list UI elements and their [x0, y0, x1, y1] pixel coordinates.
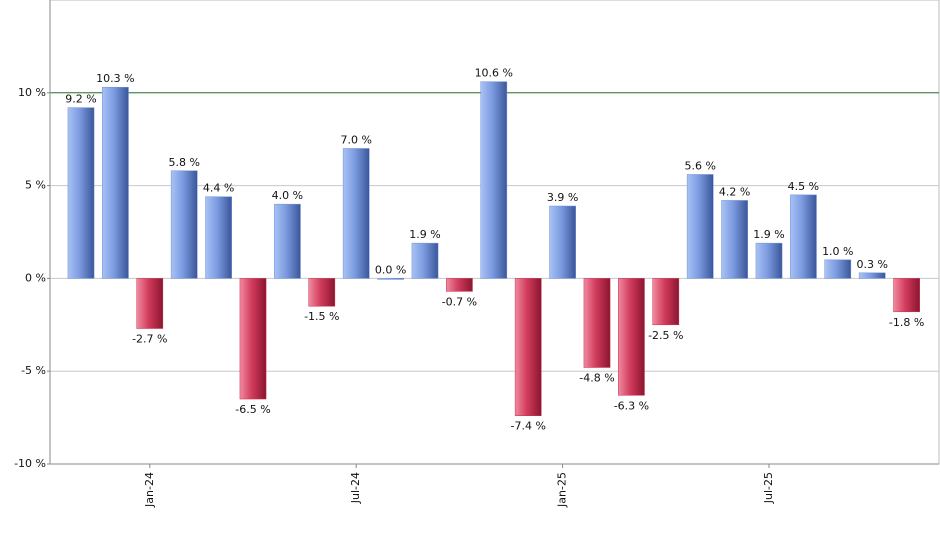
bar — [102, 86, 129, 279]
value-label: -6.3 % — [614, 399, 649, 412]
value-label: -0.7 % — [442, 295, 477, 308]
value-label: -2.7 % — [132, 333, 167, 346]
y-tick-label: -10 % — [14, 457, 46, 470]
bar — [411, 242, 439, 279]
y-tick-label: 5 % — [25, 179, 46, 192]
bar — [686, 174, 714, 279]
value-label: -4.8 % — [579, 371, 614, 384]
x-tick-label: Jul-25 — [762, 472, 775, 504]
bar — [824, 259, 852, 279]
bar — [893, 278, 920, 313]
y-tick-label: 0 % — [25, 271, 46, 284]
value-label: -7.4 % — [510, 420, 545, 433]
value-label: 3.9 % — [547, 191, 578, 204]
bar — [480, 81, 508, 279]
value-label: 5.8 % — [168, 156, 199, 169]
value-label: -1.5 % — [304, 310, 339, 323]
bar — [342, 148, 370, 279]
value-label: 4.2 % — [719, 185, 750, 198]
bar — [583, 278, 611, 368]
bar — [205, 196, 232, 279]
bar — [446, 278, 473, 292]
value-label: 7.0 % — [340, 133, 371, 146]
value-label: 1.9 % — [753, 228, 784, 241]
bar — [514, 278, 542, 416]
x-tick-label: Jan-25 — [556, 472, 569, 508]
bar — [239, 278, 267, 400]
bar — [755, 242, 783, 279]
value-label: 10.6 % — [475, 67, 513, 80]
y-tick-label: -5 % — [21, 364, 46, 377]
value-label: 4.4 % — [203, 182, 234, 195]
bar — [652, 278, 680, 326]
bar — [858, 272, 886, 279]
value-label: 4.5 % — [788, 180, 819, 193]
bar — [549, 205, 576, 279]
y-tick-label: 10 % — [18, 86, 46, 99]
value-label: -6.5 % — [235, 403, 270, 416]
bar — [790, 194, 817, 279]
bar — [67, 107, 95, 279]
bar — [377, 278, 404, 280]
bar — [136, 278, 164, 329]
value-label: 9.2 % — [65, 93, 96, 106]
value-label: 4.0 % — [272, 189, 303, 202]
x-tick-label: Jan-24 — [143, 472, 156, 508]
bar — [308, 278, 336, 307]
x-tick-label: Jul-24 — [349, 472, 362, 504]
bar — [721, 200, 748, 279]
bar — [274, 203, 301, 279]
value-label: 5.6 % — [684, 159, 715, 172]
value-label: -2.5 % — [648, 329, 683, 342]
value-label: 0.3 % — [856, 258, 887, 271]
value-label: 1.0 % — [822, 245, 853, 258]
bar — [618, 278, 645, 396]
value-label: -1.8 % — [889, 316, 924, 329]
bar — [170, 170, 198, 279]
value-label: 10.3 % — [96, 72, 134, 85]
value-label: 1.9 % — [409, 228, 440, 241]
value-label: 0.0 % — [375, 263, 406, 276]
